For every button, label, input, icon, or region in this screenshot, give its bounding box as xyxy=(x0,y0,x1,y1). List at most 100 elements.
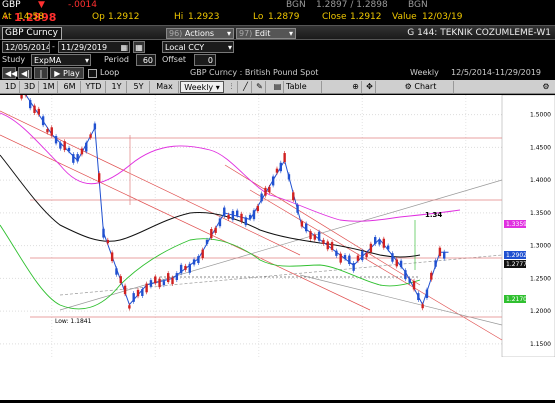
candle xyxy=(163,281,165,285)
study-row: Study ExpMA▾ Period 60 Offset 0 xyxy=(0,54,555,67)
zoom-icon[interactable]: ⊕ xyxy=(350,81,362,93)
tab-1m[interactable]: 1M xyxy=(40,81,58,93)
candle xyxy=(296,205,298,213)
quote-line: GBP ▼ -.0014 BGN 1.2897 / 1.2898 BGN xyxy=(0,0,555,11)
low-value: 1.2879 xyxy=(268,12,300,23)
currency-select[interactable]: Local CCY▾ xyxy=(162,41,234,53)
candle xyxy=(276,169,278,173)
candle xyxy=(98,173,100,182)
candle xyxy=(227,215,229,219)
candle xyxy=(268,187,270,192)
edit-menu[interactable]: 97) Edit ▾ xyxy=(236,28,296,39)
candle xyxy=(245,217,247,225)
security-field[interactable]: GBP Curncy xyxy=(2,27,62,40)
candle xyxy=(340,254,342,263)
candle xyxy=(197,256,199,263)
tab-1d[interactable]: 1D xyxy=(2,81,20,93)
candle xyxy=(193,259,195,264)
gear-icon: ⚙ xyxy=(405,82,415,91)
candle xyxy=(387,246,389,250)
candle xyxy=(68,148,70,151)
candle xyxy=(430,273,432,280)
open-label: Op xyxy=(92,12,105,23)
candle xyxy=(240,214,242,222)
candle xyxy=(391,253,393,261)
candle xyxy=(115,268,117,274)
period-field[interactable]: 60 xyxy=(136,54,156,66)
table-icon[interactable]: ▤ xyxy=(272,81,284,93)
pan-icon[interactable]: ✥ xyxy=(364,81,376,93)
y-tick-label: 1.1500 xyxy=(530,341,551,348)
date-separator: - xyxy=(52,41,55,53)
chart-svg[interactable]: 1.50001.45001.40001.35001.30001.25001.20… xyxy=(0,95,555,400)
step-back-button[interactable]: ◀| xyxy=(18,67,32,79)
start-date-field[interactable]: 12/05/2014 xyxy=(2,41,50,53)
value-label: Value xyxy=(392,12,417,23)
candle xyxy=(344,255,346,259)
candle xyxy=(301,221,303,226)
candle xyxy=(288,174,290,179)
period-label: Period xyxy=(104,54,129,66)
study-select[interactable]: ExpMA▾ xyxy=(31,54,91,66)
rewind-icon: ◀◀ xyxy=(5,69,17,78)
study-value: ExpMA xyxy=(34,56,61,65)
draw-line-icon[interactable]: ╱ xyxy=(240,81,252,93)
candle xyxy=(264,188,266,196)
candle xyxy=(318,232,320,241)
tab-3d[interactable]: 3D xyxy=(21,81,39,93)
candle xyxy=(33,106,35,113)
tab-ytd[interactable]: YTD xyxy=(82,81,106,93)
tab-1y[interactable]: 1Y xyxy=(107,81,127,93)
candle xyxy=(167,273,169,282)
rewind-button[interactable]: ◀◀ xyxy=(2,67,16,79)
end-date-value: 11/29/2019 xyxy=(61,43,107,52)
candle xyxy=(120,276,122,283)
candle xyxy=(189,264,191,273)
chevron-down-icon: ▾ xyxy=(213,83,220,92)
candle xyxy=(352,263,354,271)
tab-max[interactable]: Max xyxy=(151,81,179,93)
candle xyxy=(283,153,285,162)
candle xyxy=(171,278,173,284)
candle xyxy=(292,192,294,200)
chart-type-icon[interactable]: ⫶ xyxy=(226,81,238,93)
candle xyxy=(396,259,398,266)
chart-content-button[interactable]: ⚙ Chart Content xyxy=(388,81,454,93)
candle xyxy=(272,176,274,185)
bid-source-2: BGN xyxy=(408,0,428,11)
candle xyxy=(417,293,419,300)
loop-checkbox[interactable] xyxy=(88,69,97,78)
candle xyxy=(180,265,182,273)
at-label: At xyxy=(2,12,12,23)
tab-5y[interactable]: 5Y xyxy=(128,81,150,93)
settings-icon[interactable]: ⚙ xyxy=(540,81,552,93)
candle xyxy=(327,241,329,249)
candle xyxy=(132,293,134,302)
step-forward-button[interactable]: |▶ xyxy=(34,67,48,79)
calendar-button[interactable]: ▦ xyxy=(133,41,145,53)
end-date-field[interactable]: 11/29/2019▦ xyxy=(58,41,130,53)
open-value: 1.2912 xyxy=(108,12,140,23)
play-button[interactable]: ▶ Play xyxy=(50,67,84,79)
tab-6m[interactable]: 6M xyxy=(59,81,81,93)
table-button[interactable]: Table xyxy=(286,81,322,93)
candle xyxy=(223,208,225,216)
bid-source: BGN xyxy=(286,0,306,11)
candle xyxy=(51,127,53,135)
candle xyxy=(206,240,208,244)
candle xyxy=(335,251,337,256)
y-tick-label: 1.4500 xyxy=(530,144,551,151)
candle xyxy=(94,123,96,129)
offset-field[interactable]: 0 xyxy=(194,54,216,66)
candle xyxy=(141,289,143,296)
candle xyxy=(176,273,178,280)
frequency-select[interactable]: Weekly ▾ xyxy=(180,81,224,93)
actions-menu[interactable]: 96) Actions ▾ xyxy=(166,28,234,39)
frequency-value: Weekly xyxy=(184,83,213,92)
change-value: -.0014 xyxy=(68,0,97,11)
edit-number: 97) xyxy=(239,29,252,38)
text-tool-icon[interactable]: ✎ xyxy=(254,81,266,93)
candle xyxy=(124,286,126,294)
candle xyxy=(361,251,363,260)
